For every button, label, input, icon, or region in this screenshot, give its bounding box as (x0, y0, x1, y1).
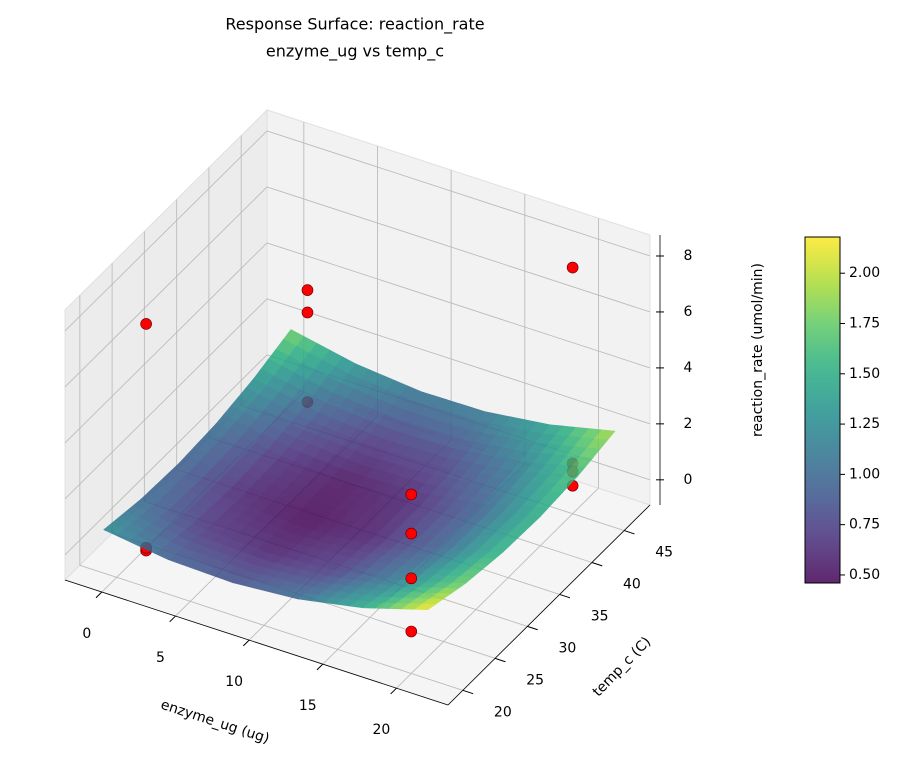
colorbar-tick-label: 1.75 (849, 316, 880, 332)
y-tick-label: 25 (526, 672, 544, 688)
colorbar-tick-label: 0.50 (849, 567, 880, 583)
tick-mark (390, 687, 397, 695)
z-tick-label: 0 (684, 472, 693, 488)
tick-mark (462, 689, 474, 695)
chart-title: Response Surface: reaction_rate (225, 15, 484, 35)
axis-line (64, 579, 449, 706)
data-point (301, 306, 314, 319)
colorbar-tick-label: 1.00 (849, 466, 880, 482)
x-tick-label: 20 (373, 722, 391, 738)
grid-line (64, 186, 268, 388)
data-point (405, 488, 418, 501)
grid-line (64, 354, 268, 556)
chart-subtitle: enzyme_ug vs temp_c (266, 42, 444, 62)
tick-mark (242, 639, 250, 647)
x-tick-label: 10 (225, 674, 243, 690)
x-tick-label: 5 (156, 650, 165, 666)
grid-line (64, 298, 268, 500)
grid-line (79, 564, 463, 691)
data-point (405, 572, 418, 585)
z-tick-label: 4 (684, 360, 693, 376)
data-point (566, 261, 579, 274)
y-tick-label: 30 (558, 640, 576, 656)
y-tick-label: 35 (591, 608, 609, 624)
tick-mark (494, 657, 506, 663)
surface-patch (413, 603, 437, 611)
x-axis-label: enzyme_ug (ug) (159, 697, 272, 747)
data-point (301, 284, 314, 296)
grid-line (396, 487, 599, 689)
grid-line (64, 130, 268, 332)
grid-line (64, 242, 268, 444)
data-point (405, 527, 418, 540)
y-tick-label: 20 (494, 704, 512, 720)
colorbar-tick-label: 0.75 (849, 517, 880, 533)
grid-line (266, 186, 651, 313)
z-tick-label: 6 (684, 304, 693, 320)
tick-mark (169, 615, 176, 623)
tick-mark (624, 530, 635, 535)
colorbar (804, 236, 841, 584)
grid-line (266, 130, 651, 257)
grid-line (266, 242, 651, 369)
data-point (140, 318, 152, 330)
x-tick-label: 0 (82, 626, 91, 642)
tick-mark (316, 663, 324, 671)
surface (103, 329, 616, 611)
tick-mark (527, 625, 538, 631)
z-tick-label: 8 (684, 248, 693, 264)
grid-line (266, 298, 651, 425)
colorbar-tick-label: 1.25 (849, 416, 880, 432)
colorbar-tick-label: 2.00 (849, 265, 880, 281)
y-axis-label: temp_c (C) (590, 634, 655, 700)
tick-mark (559, 593, 571, 599)
tick-mark (591, 562, 603, 567)
x-tick-label: 15 (299, 698, 317, 714)
z-tick-label: 2 (684, 416, 693, 432)
y-tick-label: 40 (623, 577, 641, 593)
y-tick-label: 45 (655, 545, 673, 561)
data-point (405, 625, 418, 638)
z-axis-label: reaction_rate (umol/min) (750, 263, 766, 437)
axis-line (447, 504, 651, 706)
tick-mark (95, 591, 103, 599)
colorbar-tick-label: 1.50 (849, 366, 880, 382)
